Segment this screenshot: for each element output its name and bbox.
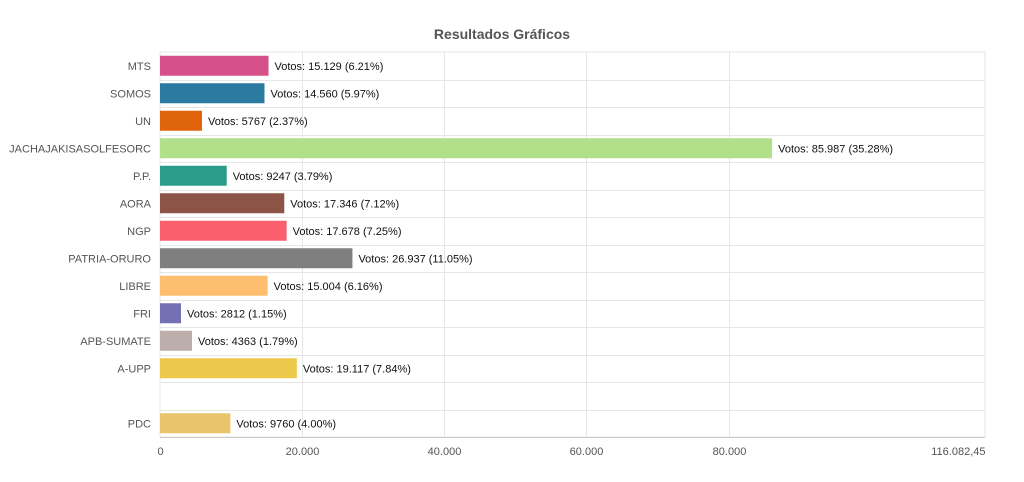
data-label: Votos: 5767 (2.37%)	[208, 116, 308, 128]
category-label: PATRIA-ORURO	[68, 253, 151, 265]
x-tick-label: 116.082,45	[931, 446, 985, 458]
bar	[160, 138, 773, 159]
data-label: Votos: 85.987 (35.28%)	[778, 143, 893, 155]
x-tick-label: 20.000	[286, 446, 320, 458]
data-label: Votos: 17.678 (7.25%)	[293, 226, 402, 238]
plot-area-frame	[159, 51, 986, 438]
data-label: Votos: 4363 (1.79%)	[198, 336, 298, 348]
data-label: Votos: 15.004 (6.16%)	[274, 281, 383, 293]
bar	[160, 275, 268, 296]
x-tick-label: 0	[157, 446, 163, 458]
bar	[160, 220, 287, 241]
data-label: Votos: 17.346 (7.12%)	[290, 198, 399, 210]
data-label: Votos: 2812 (1.15%)	[187, 308, 287, 320]
category-label: FRI	[133, 308, 151, 320]
data-label: Votos: 15.129 (6.21%)	[275, 61, 384, 73]
chart-title: Resultados Gráficos	[433, 26, 571, 42]
data-label: Votos: 14.560 (5.97%)	[270, 88, 379, 100]
bar	[160, 248, 353, 269]
bar	[160, 110, 202, 131]
category-label: A-UPP	[117, 363, 151, 375]
category-label: JACHAJAKISASOLFESORC	[9, 143, 151, 155]
category-label: NGP	[127, 226, 151, 238]
category-label: APB-SUMATE	[80, 336, 151, 348]
bar	[160, 83, 265, 104]
category-label: PDC	[128, 418, 151, 430]
data-label: Votos: 26.937 (11.05%)	[358, 253, 472, 265]
category-label: UN	[135, 116, 151, 128]
bar	[160, 165, 227, 186]
bar	[160, 413, 231, 434]
category-label: MTS	[128, 61, 151, 73]
category-label: LIBRE	[119, 281, 151, 293]
category-label: AORA	[120, 198, 152, 210]
bar	[160, 193, 285, 214]
bar	[160, 55, 269, 76]
x-tick-label: 60.000	[570, 446, 604, 458]
data-label: Votos: 9247 (3.79%)	[233, 171, 333, 183]
data-label: Votos: 19.117 (7.84%)	[303, 363, 411, 375]
bar	[160, 358, 297, 379]
category-label: P.P.	[133, 171, 151, 183]
bar	[160, 330, 193, 351]
data-label: Votos: 9760 (4.00%)	[236, 418, 336, 430]
category-label: SOMOS	[110, 88, 151, 100]
bar	[160, 303, 181, 324]
x-tick-label: 40.000	[428, 446, 462, 458]
x-tick-label: 80.000	[713, 446, 747, 458]
